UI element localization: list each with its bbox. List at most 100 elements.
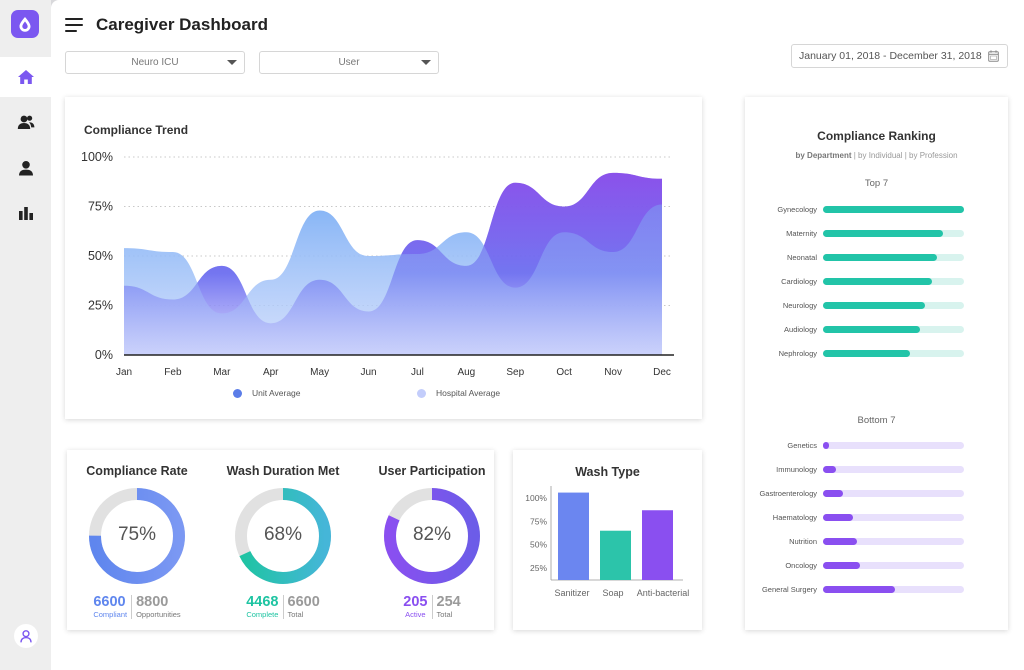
gauge-stat-primary: 205 Active	[399, 594, 431, 620]
x-tick-label: Jan	[116, 367, 132, 378]
rank-label: Oncology	[785, 561, 817, 570]
date-range-picker[interactable]: January 01, 2018 - December 31, 2018	[791, 44, 1008, 68]
rank-row[interactable]: Cardiology	[745, 277, 1008, 287]
rank-row[interactable]: Immunology	[745, 465, 1008, 475]
y-tick-label: 50%	[530, 540, 547, 550]
rank-row[interactable]: Neurology	[745, 301, 1008, 311]
nav-reports[interactable]	[0, 193, 51, 233]
stat-value: 205	[403, 594, 428, 610]
rank-fill	[823, 254, 938, 261]
legend-hospital-average[interactable]: Hospital Average	[417, 388, 500, 398]
user-select-value: User	[338, 57, 360, 68]
stat-label: Complete	[246, 610, 279, 619]
y-tick-label: 75%	[88, 200, 113, 214]
gauge-stat-secondary: 8800 Opportunities	[131, 595, 185, 619]
gauge-fill	[384, 488, 480, 584]
legend-unit-average[interactable]: Unit Average	[233, 388, 301, 398]
unit-select[interactable]: Neuro ICU	[65, 51, 245, 74]
rank-row[interactable]: Gastroenterology	[745, 489, 1008, 499]
gauge-stat-primary: 4468 Complete	[242, 595, 282, 620]
ranking-filter: by Department | by Individual | by Profe…	[795, 151, 958, 160]
nav-user[interactable]	[0, 148, 51, 188]
main-content: Caregiver Dashboard Neuro ICU User Janua…	[51, 0, 1024, 670]
app-logo[interactable]	[11, 10, 39, 38]
gauge-ring	[89, 488, 185, 584]
y-tick-label: 25%	[530, 563, 547, 573]
rank-fill	[823, 586, 895, 593]
gauge-percent: 75%	[117, 524, 157, 545]
rank-row[interactable]: Nutrition	[745, 537, 1008, 547]
gauge-percent: 82%	[412, 524, 452, 545]
rank-fill	[823, 206, 964, 213]
gauge-stats: 205 Active 254 Total	[362, 595, 502, 619]
stat-value: 6600	[93, 594, 126, 610]
legend-dot-hospital	[417, 388, 426, 398]
profile-avatar[interactable]	[14, 624, 38, 648]
y-tick-label: 25%	[88, 299, 113, 313]
rank-track	[823, 206, 964, 213]
home-icon	[17, 70, 34, 84]
rank-row[interactable]: Audiology	[745, 325, 1008, 335]
rank-row[interactable]: Maternity	[745, 229, 1008, 239]
gauge-title: User Participation	[378, 464, 486, 478]
rank-row[interactable]: Nephrology	[745, 349, 1008, 359]
rank-track	[823, 514, 964, 521]
calendar-icon	[988, 50, 999, 62]
unit-select-value: Neuro ICU	[131, 57, 179, 68]
rank-track	[823, 586, 964, 593]
rank-fill	[823, 350, 911, 357]
rank-track	[823, 538, 964, 545]
bar-sanitizer	[558, 492, 589, 580]
x-tick-label: Oct	[556, 367, 572, 378]
compliance-ranking-card: Compliance Ranking by Department | by In…	[745, 97, 1008, 630]
nav-home[interactable]	[0, 57, 51, 97]
users-icon	[17, 115, 34, 129]
x-tick-label: Anti-bacterial	[637, 588, 690, 598]
rank-row[interactable]: Oncology	[745, 561, 1008, 571]
rank-label: Audiology	[784, 325, 817, 334]
rank-row[interactable]: Gynecology	[745, 205, 1008, 215]
rank-row[interactable]: General Surgery	[745, 585, 1008, 595]
gauge-stat-secondary: 6600 Total	[282, 595, 324, 619]
rank-label: Gastroenterology	[759, 489, 817, 498]
filter-by-department[interactable]: by Department	[795, 151, 852, 160]
x-tick-label: Apr	[263, 367, 279, 378]
wash-type-chart: 100% 75% 50% 25% Sanitizer Soap Anti-bacterial	[525, 486, 690, 598]
gauge-fill	[89, 488, 185, 584]
x-tick-label: Dec	[653, 367, 671, 378]
rank-fill	[823, 466, 836, 473]
nav-teams[interactable]	[0, 102, 51, 142]
x-tick-label: May	[310, 367, 329, 378]
menu-icon[interactable]	[65, 18, 83, 32]
rank-track	[823, 278, 964, 285]
rank-label: Gynecology	[777, 205, 817, 214]
gauge-title: Wash Duration Met	[226, 464, 340, 478]
rank-label: Nephrology	[778, 349, 817, 358]
rank-fill	[823, 538, 857, 545]
stat-label: Compliant	[93, 610, 128, 619]
bar-chart-icon	[18, 207, 33, 220]
rank-row[interactable]: Haematology	[745, 513, 1008, 523]
compliance-trend-chart: 100% 75% 50% 25% 0% Jan Feb Mar Apr May Jun Jul Aug…	[81, 150, 674, 378]
rank-fill	[823, 514, 853, 521]
compliance-trend-card: Compliance Trend 100% 75% 50% 25% 0% Jan Feb M…	[65, 97, 702, 419]
stat-label: Total	[436, 610, 453, 619]
rank-fill	[823, 326, 921, 333]
sidebar	[0, 0, 51, 670]
chevron-down-icon	[421, 60, 431, 65]
rank-row[interactable]: Neonatal	[745, 253, 1008, 263]
profile-icon	[20, 629, 32, 642]
legend-label: Unit Average	[252, 388, 301, 398]
y-tick-label: 0%	[95, 348, 113, 362]
metrics-card: Compliance Rate 75% 6600 Compliant 8800 Oppor…	[67, 450, 494, 630]
rank-row[interactable]: Genetics	[745, 441, 1008, 451]
legend-dot-unit	[233, 388, 242, 398]
bar-soap	[600, 530, 631, 580]
top-7-label: Top 7	[864, 178, 889, 189]
bottom-7-label: Bottom 7	[857, 415, 896, 426]
rank-track	[823, 490, 964, 497]
filter-by-individual[interactable]: by Individual	[858, 151, 903, 160]
filter-by-profession[interactable]: by Profession	[909, 151, 958, 160]
user-select[interactable]: User	[259, 51, 439, 74]
rank-fill	[823, 230, 943, 237]
